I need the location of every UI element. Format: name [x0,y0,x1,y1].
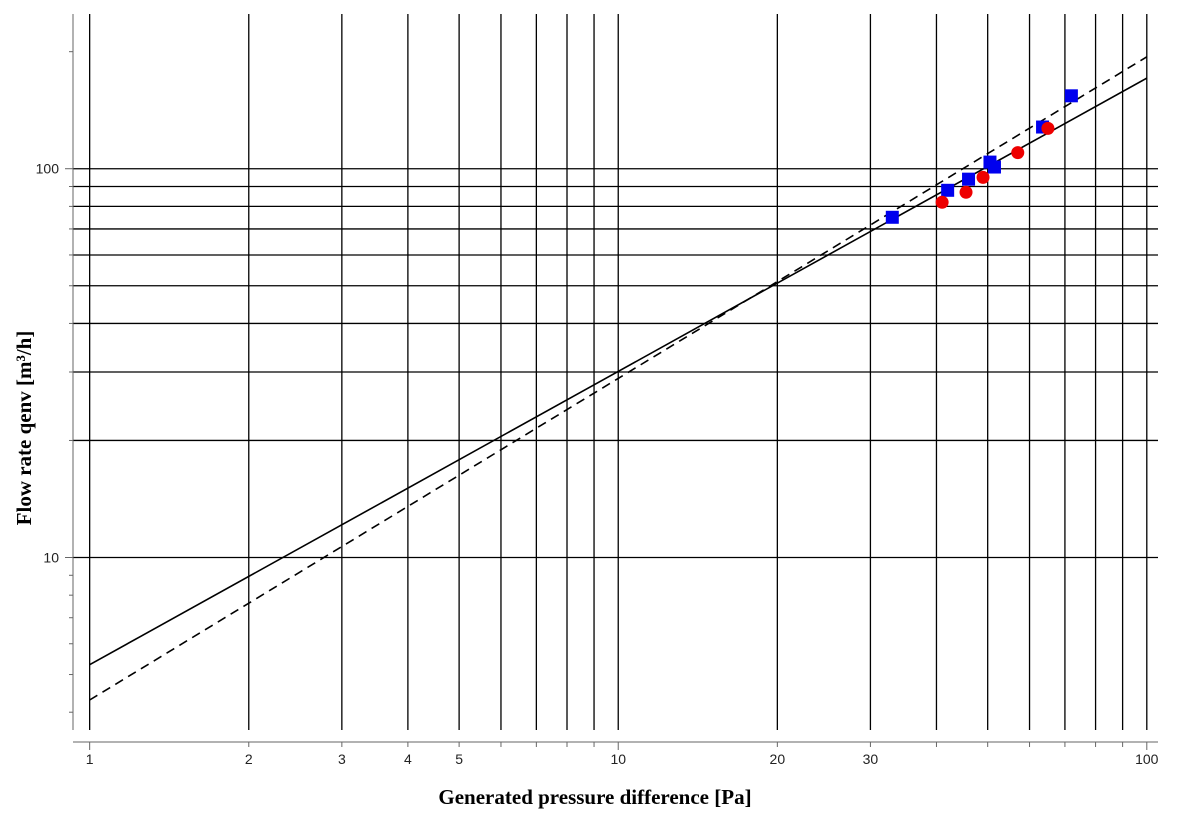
y-tick-label: 100 [36,161,60,177]
y-tick-label: 10 [43,549,59,565]
x-tick-label: 30 [863,751,879,767]
x-tick-label: 2 [245,751,253,767]
grid [73,14,1158,730]
red-circle-marker [976,170,990,184]
x-tick-label: 1 [86,751,94,767]
x-tick-label: 5 [455,751,463,767]
blue-square-marker [987,160,1001,174]
x-axis-title: Generated pressure difference [Pa] [438,785,751,809]
blue-square-marker [885,210,899,224]
blue-square-marker [941,183,955,197]
tick-labels: 1 2 3 4 5 10 20 30 100 10 100 [36,161,1159,767]
x-tick-label: 4 [404,751,412,767]
red-circle-marker [1041,121,1055,135]
x-tick-label: 10 [610,751,626,767]
red-circle-marker [959,185,973,199]
axes [65,14,1158,750]
y-axis-title: Flow rate qenv [m³/h] [12,331,36,526]
data-markers [885,89,1078,224]
dashed-fit-line [89,56,1148,701]
red-circle-marker [935,195,949,209]
blue-square-marker [1064,89,1078,103]
blue-square-marker [962,172,976,186]
x-tick-label: 20 [770,751,786,767]
x-tick-label: 3 [338,751,346,767]
x-tick-label: 100 [1135,751,1159,767]
red-circle-marker [1011,146,1025,160]
